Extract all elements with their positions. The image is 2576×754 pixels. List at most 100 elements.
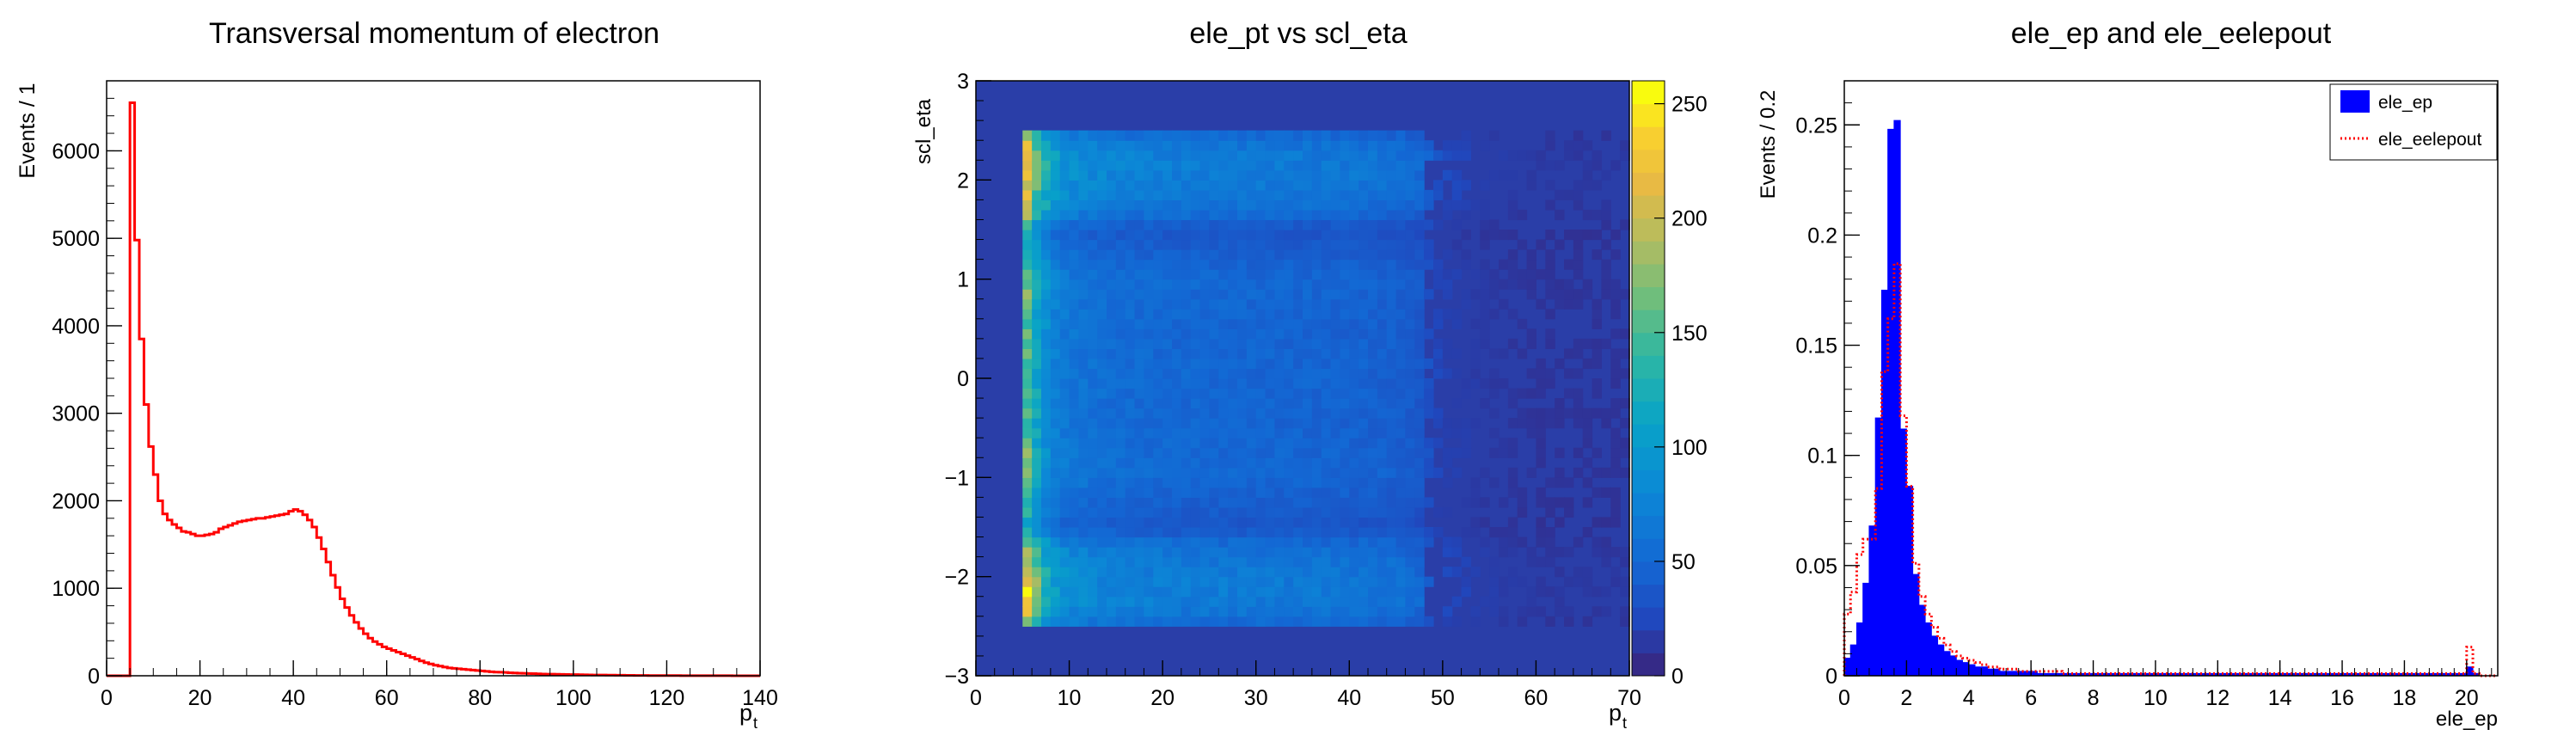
heatmap-cell: [1218, 497, 1229, 508]
heatmap-cell: [1311, 487, 1322, 498]
heatmap-cell: [1032, 368, 1042, 379]
heatmap-cell: [1405, 249, 1415, 261]
heatmap-cell: [1311, 556, 1322, 567]
x-tick-label: 4: [1963, 686, 1975, 710]
heatmap-cell: [1218, 606, 1229, 617]
heatmap-cell: [1274, 606, 1285, 617]
heatmap-cell: [1097, 289, 1107, 300]
heatmap-cell: [1050, 547, 1061, 558]
x-tick-label: 100: [555, 686, 592, 710]
heatmap-cell: [1386, 199, 1397, 211]
heatmap-cell: [1349, 160, 1359, 171]
heatmap-cell: [1368, 497, 1378, 508]
heatmap-cell: [1078, 467, 1089, 478]
heatmap-cell: [1489, 556, 1500, 567]
heatmap-cell: [1153, 477, 1163, 488]
heatmap-cell: [1209, 477, 1219, 488]
heatmap-cell: [1097, 230, 1107, 241]
heatmap-cell: [1265, 596, 1276, 607]
heatmap-cell: [1069, 309, 1080, 320]
heatmap-cell: [1451, 318, 1463, 329]
heatmap-cell: [1303, 467, 1313, 478]
heatmap-cell: [1480, 199, 1490, 211]
heatmap-cell: [1470, 418, 1481, 429]
heatmap-cell: [1311, 140, 1322, 151]
heatmap-cell: [1199, 536, 1211, 548]
heatmap-cell: [1414, 239, 1425, 250]
heatmap-cell: [1470, 269, 1481, 280]
heatmap-cell: [1032, 506, 1042, 518]
heatmap-cell: [1255, 418, 1267, 429]
heatmap-cell: [1088, 536, 1098, 548]
heatmap-cell: [1078, 606, 1089, 617]
heatmap-cell: [1545, 408, 1555, 419]
heatmap-cell: [1311, 239, 1322, 250]
heatmap-cell: [1107, 239, 1117, 250]
heatmap-cell: [1293, 209, 1303, 221]
heatmap-cell: [1209, 506, 1219, 518]
heatmap-cell: [1265, 418, 1276, 429]
heatmap-cell: [1377, 199, 1388, 211]
heatmap-cell: [1330, 427, 1341, 438]
heatmap-cell: [1451, 309, 1463, 320]
heatmap-cell: [1228, 418, 1238, 429]
heatmap-cell: [1050, 269, 1061, 280]
heatmap-cell: [1097, 130, 1107, 141]
heatmap-cell: [1284, 338, 1294, 349]
heatmap-cell: [1041, 567, 1052, 578]
heatmap-cell: [1078, 477, 1089, 488]
heatmap-cell: [1395, 388, 1407, 399]
heatmap-cell: [1032, 457, 1042, 469]
heatmap-cell: [1144, 348, 1154, 359]
heatmap-cell: [1228, 219, 1238, 230]
heatmap-cell: [1134, 427, 1145, 438]
heatmap-cell: [1368, 467, 1378, 478]
heatmap-cell: [1582, 527, 1593, 538]
heatmap-cell: [1172, 398, 1182, 409]
heatmap-cell: [1041, 477, 1052, 488]
heatmap-cell: [1237, 180, 1248, 191]
heatmap-cell: [1088, 477, 1098, 488]
colorbar-segment: [1632, 493, 1665, 517]
heatmap-cell: [1059, 447, 1070, 458]
heatmap-cell: [1107, 269, 1117, 280]
heatmap-cell: [1359, 219, 1369, 230]
heatmap-cell: [1293, 358, 1303, 370]
heatmap-cell: [1107, 298, 1117, 310]
heatmap-cell: [1461, 447, 1472, 458]
heatmap-cell: [1303, 358, 1313, 370]
heatmap-cell: [1414, 289, 1425, 300]
heatmap-cell: [1190, 289, 1201, 300]
heatmap-cell: [1078, 180, 1089, 191]
heatmap-cell: [1107, 199, 1117, 211]
heatmap-cell: [1573, 576, 1584, 587]
heatmap-cell: [1209, 269, 1219, 280]
heatmap-cell: [1050, 606, 1061, 617]
heatmap-cell: [1237, 556, 1248, 567]
heatmap-cell: [1340, 279, 1350, 290]
heatmap-cell: [1172, 447, 1182, 458]
heatmap-cell: [1386, 289, 1397, 300]
x-axis-label: p: [1609, 700, 1622, 726]
heatmap-cell: [1246, 596, 1257, 607]
heatmap-cell: [1610, 298, 1621, 310]
heatmap-cell: [1088, 438, 1098, 449]
heatmap-cell: [1041, 447, 1052, 458]
heatmap-cell: [1162, 447, 1173, 458]
heatmap-cell: [1610, 398, 1621, 409]
heatmap-cell: [1050, 506, 1061, 518]
heatmap-cell: [1536, 527, 1546, 538]
heatmap-cell: [1405, 567, 1415, 578]
heatmap-cell: [1303, 497, 1313, 508]
heatmap-cell: [1377, 547, 1388, 558]
heatmap-cell: [1115, 378, 1126, 389]
heatmap-cell: [1555, 209, 1565, 221]
heatmap-cell: [1359, 180, 1369, 191]
heatmap-cell: [1303, 328, 1313, 340]
heatmap-cell: [1303, 269, 1313, 280]
y-tick-label: 4000: [52, 315, 100, 339]
heatmap-cell: [1395, 487, 1407, 498]
heatmap-cell: [1536, 487, 1546, 498]
heatmap-cell: [1059, 606, 1070, 617]
panel-heatmap: ele_pt vs scl_eta scl_eta 0 10 20 30 40 50 60 7…: [912, 17, 1708, 732]
